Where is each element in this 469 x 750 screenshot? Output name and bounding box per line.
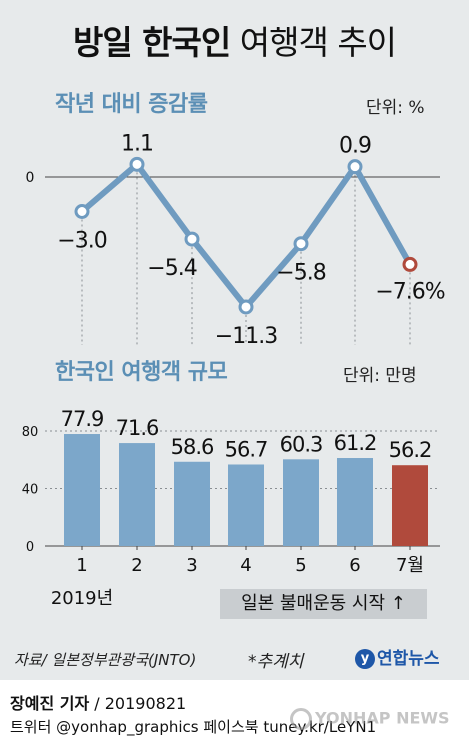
chart-title: 방일 한국인 여행객 추이 bbox=[0, 16, 469, 64]
line-point-4 bbox=[238, 299, 254, 315]
watermark: YONHAP NEWS bbox=[290, 708, 450, 730]
source-note: 자료/ 일본정부관광국(JNTO) bbox=[14, 651, 197, 669]
boycott-label: 일본 불매운동 시작 ↑ bbox=[220, 589, 427, 619]
watermark-text: YONHAP NEWS bbox=[315, 708, 450, 728]
bar-1 bbox=[64, 434, 100, 546]
x-tick-3: 3 bbox=[186, 555, 197, 576]
bar-label-6: 61.2 bbox=[334, 431, 377, 455]
yonhap-logo: y 연합뉴스 bbox=[355, 644, 440, 669]
line-label-1: −3.0 bbox=[57, 229, 106, 254]
line-label-3: −5.4 bbox=[147, 256, 196, 281]
line-point-3 bbox=[184, 231, 200, 247]
yonhap-logo-icon: y bbox=[355, 649, 375, 669]
logo-text: 연합뉴스 bbox=[377, 649, 440, 669]
x-tick-5: 5 bbox=[295, 555, 306, 576]
line-label-2: 1.1 bbox=[121, 131, 153, 156]
bar-3 bbox=[174, 461, 210, 546]
chart-svg: 0 −3.0 1.1 −5.4 −11.3 −5.8 0.9 −7.6% 0 40 80 77.9 1 7… bbox=[22, 131, 446, 609]
line-label-6: 0.9 bbox=[339, 134, 371, 159]
x-tick-2: 2 bbox=[131, 555, 142, 576]
chart-panel bbox=[0, 0, 469, 680]
y-tick-0: 0 bbox=[26, 540, 34, 555]
bar-7 bbox=[392, 465, 428, 546]
title-bold: 방일 한국인 bbox=[72, 23, 231, 62]
line-section-unit: 단위: % bbox=[366, 98, 425, 118]
bar-label-5: 60.3 bbox=[280, 432, 323, 456]
watermark-icon bbox=[290, 708, 312, 730]
zero-label: 0 bbox=[26, 170, 35, 186]
x-tick-7: 7월 bbox=[396, 555, 424, 576]
line-point-5 bbox=[293, 236, 309, 252]
series-line bbox=[80, 161, 413, 310]
y-tick-40: 40 bbox=[22, 483, 39, 498]
bar-5 bbox=[283, 459, 319, 546]
bar-2 bbox=[119, 443, 155, 546]
line-label-5: −5.8 bbox=[276, 261, 325, 286]
credit-name: 장예진 기자 bbox=[10, 694, 90, 713]
line-section-heading: 작년 대비 증감률 bbox=[55, 92, 208, 117]
credit-date: / 20190821 bbox=[89, 694, 187, 713]
social-line: 트위터 @yonhap_graphics 페이스북 tuney.kr/LeYN1 bbox=[10, 718, 377, 736]
x-tick-6: 6 bbox=[349, 555, 360, 576]
estimate-note: *추계치 bbox=[248, 652, 304, 672]
title-light: 여행객 추이 bbox=[239, 23, 397, 62]
line-point-6 bbox=[347, 159, 363, 175]
bar-4 bbox=[228, 464, 264, 546]
line-label-7: −7.6% bbox=[375, 279, 444, 304]
x-tick-4: 4 bbox=[240, 555, 251, 576]
x-tick-1: 1 bbox=[76, 555, 87, 576]
bar-label-3: 58.6 bbox=[171, 435, 214, 459]
bar-6 bbox=[337, 458, 373, 546]
bar-section-unit: 단위: 만명 bbox=[343, 366, 417, 386]
line-label-4: −11.3 bbox=[215, 324, 277, 349]
line-point-7 bbox=[402, 256, 418, 272]
credit-line: 장예진 기자 / 20190821 bbox=[10, 690, 186, 714]
bar-label-2: 71.6 bbox=[116, 416, 159, 440]
line-point-2 bbox=[129, 156, 145, 172]
bar-label-7: 56.2 bbox=[389, 438, 432, 462]
line-point-1 bbox=[74, 204, 90, 219]
bar-label-1: 77.9 bbox=[61, 407, 104, 431]
bar-label-4: 56.7 bbox=[225, 437, 268, 461]
year-label: 2019년 bbox=[51, 588, 113, 609]
y-tick-80: 80 bbox=[22, 425, 39, 440]
bar-section-heading: 한국인 여행객 규모 bbox=[55, 360, 228, 385]
